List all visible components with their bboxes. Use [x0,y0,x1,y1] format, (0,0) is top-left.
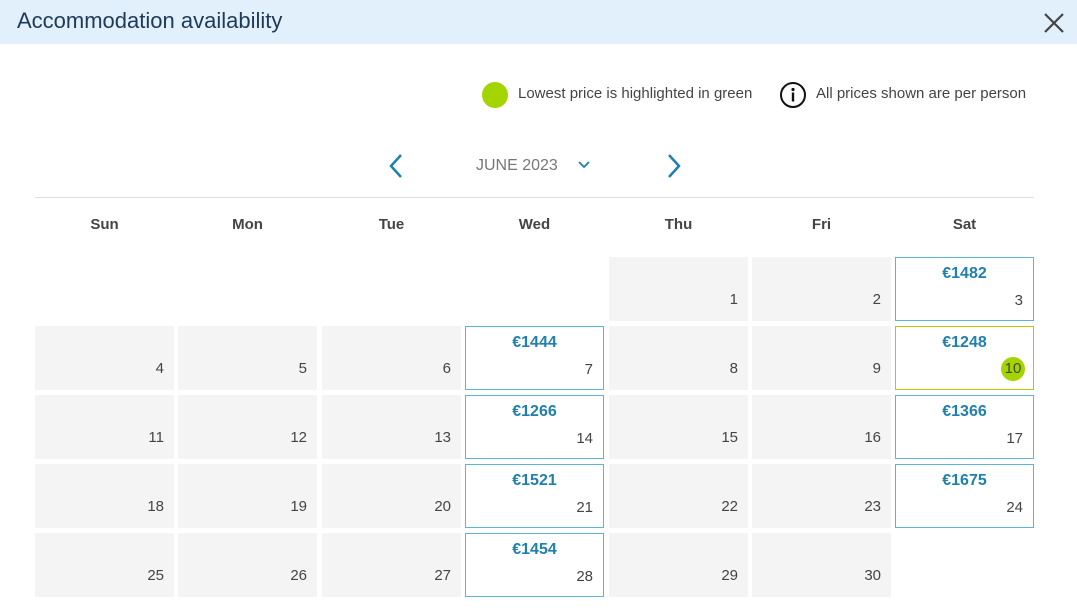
next-month[interactable] [664,153,684,179]
prev-month[interactable] [386,153,406,179]
close-button[interactable] [1043,12,1065,34]
day-number: 23 [864,498,881,515]
day-number: 20 [434,498,451,515]
day-number: 14 [576,430,593,447]
day-cell: 27 [322,533,461,597]
weekday-label: Tue [378,216,405,233]
calendar-grid: Sun Mon Tue Wed Thu Fri Sat 1 2 €1482 3 4 5 6 €1444 7 8 9… [35,197,1034,616]
green-dot [482,82,508,108]
day-cell: 13 [322,395,461,459]
day-cell[interactable]: €1444 7 [465,326,604,390]
day-number: 2 [872,291,881,308]
day-number: 13 [434,429,451,446]
price: €1482 [942,265,987,282]
day-cell: 25 [35,533,174,597]
weekday-label: Sun [90,216,119,233]
day-cell: 6 [322,326,461,390]
day-number: 30 [864,567,881,584]
day-number: 25 [147,567,164,584]
legend-lowest: Lowest price is highlighted in green [518,85,753,102]
day-cell: 26 [178,533,317,597]
header-bar [0,0,1077,44]
day-cell: 23 [752,464,891,528]
day-number: 17 [1006,430,1023,447]
weekday-label: Thu [664,216,693,233]
legend-info: All prices shown are per person [816,85,1027,102]
price: €1248 [942,334,987,351]
day-number: 24 [1006,499,1023,516]
day-number: 1 [729,291,738,308]
day-number: 6 [442,360,451,377]
day-cell: 16 [752,395,891,459]
day-number: 16 [864,429,881,446]
price: €1454 [512,541,557,558]
month-label[interactable]: JUNE 2023 [476,157,558,174]
day-cell: 1 [609,257,748,321]
day-cell[interactable]: €1675 24 [895,464,1034,528]
day-cell: 18 [35,464,174,528]
price: €1266 [512,403,557,420]
day-number: 22 [721,498,738,515]
dialog-title: Accommodation availability [17,8,283,33]
day-cell[interactable]: €1454 28 [465,533,604,597]
day-cell: 20 [322,464,461,528]
weekday-label: Mon [232,216,263,233]
day-number: 11 [148,429,164,446]
price: €1366 [942,403,987,420]
day-cell: 29 [609,533,748,597]
day-cell: 22 [609,464,748,528]
day-cell: 8 [609,326,748,390]
day-cell[interactable]: €1266 14 [465,395,604,459]
day-number: 15 [721,429,738,446]
weekday-label: Sat [952,216,977,233]
day-number: 12 [290,429,307,446]
day-number: 29 [721,567,738,584]
day-number: 8 [729,360,738,377]
day-number: 7 [584,361,593,378]
price: €1521 [512,472,557,489]
day-cell: 15 [609,395,748,459]
day-cell[interactable]: €1248 10 [895,326,1034,390]
day-number: 28 [576,568,593,585]
price: €1675 [942,472,987,489]
day-number: 5 [298,360,307,377]
day-number: 18 [147,498,164,515]
info-icon [780,82,806,108]
weekday-label: Fri [811,216,832,233]
price: €1444 [512,334,557,351]
day-number: 27 [434,567,451,584]
day-cell: 12 [178,395,317,459]
day-cell: 30 [752,533,891,597]
day-cell[interactable]: €1366 17 [895,395,1034,459]
day-cell: 11 [35,395,174,459]
weekday-label: Wed [518,216,551,233]
day-cell[interactable]: €1521 21 [465,464,604,528]
day-cell: 9 [752,326,891,390]
day-cell: 4 [35,326,174,390]
day-cell[interactable]: €1482 3 [895,257,1034,321]
day-number: 4 [155,360,164,377]
day-number: 10 [1001,357,1025,381]
day-number: 3 [1014,292,1023,309]
day-cell: 2 [752,257,891,321]
day-number: 26 [290,567,307,584]
day-number: 21 [576,499,593,516]
day-cell: 19 [178,464,317,528]
day-cell: 5 [178,326,317,390]
day-number: 19 [290,498,307,515]
month-dropdown[interactable] [577,160,591,170]
day-number: 9 [872,360,881,377]
